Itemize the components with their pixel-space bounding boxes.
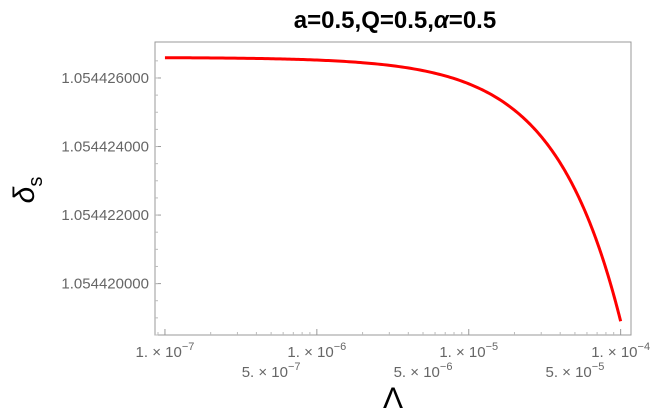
y-tick-label: 1.054420000 [61, 276, 149, 293]
chart-title: a=0.5,Q=0.5,α=0.5 [294, 7, 496, 34]
series-line [164, 56, 623, 322]
x-tick-label: 1. × 10−4 [591, 341, 650, 361]
y-tick-label: 1.054424000 [61, 139, 149, 156]
series-layer [164, 56, 623, 322]
x-axis: 1. × 10−75. × 10−71. × 10−65. × 10−61. ×… [136, 329, 650, 381]
x-tick-label: 5. × 10−5 [545, 361, 604, 381]
y-axis: 1.054426000 1.054424000 1.054422000 1.05442… [61, 60, 161, 336]
x-tick-label: 1. × 10−7 [136, 341, 195, 361]
x-tick-label: 5. × 10−7 [242, 361, 301, 381]
x-axis-label: Λ [383, 382, 403, 414]
x-tick-label: 1. × 10−6 [287, 341, 346, 361]
x-tick-label: 1. × 10−5 [439, 341, 498, 361]
y-axis-label: δs [8, 177, 47, 204]
x-tick-label: 5. × 10−6 [394, 361, 453, 381]
y-tick-label: 1.054422000 [61, 207, 149, 224]
plot-frame [154, 41, 632, 336]
y-tick-label: 1.054426000 [61, 70, 149, 87]
